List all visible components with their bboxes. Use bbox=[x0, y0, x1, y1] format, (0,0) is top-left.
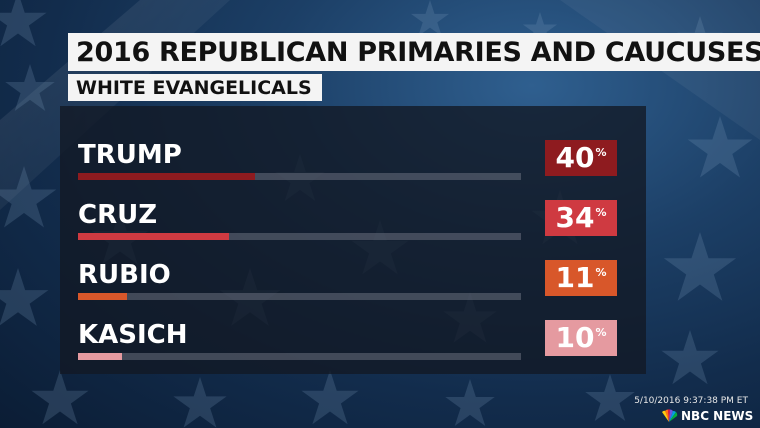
bar-track bbox=[78, 353, 521, 360]
percent-sign: % bbox=[595, 326, 607, 339]
nbc-news-logo: NBC NEWS bbox=[660, 409, 753, 423]
bar-track bbox=[78, 293, 521, 300]
bar-fill bbox=[78, 353, 123, 360]
bar-fill bbox=[78, 173, 256, 180]
value-badge: 11% bbox=[545, 260, 617, 296]
bar-row-cruz: CRUZ 34% bbox=[78, 200, 638, 250]
value-badge: 10% bbox=[545, 320, 617, 356]
value-label: 40 bbox=[555, 141, 595, 174]
category-label: TRUMP bbox=[78, 140, 182, 170]
nbc-peacock-icon bbox=[662, 409, 678, 422]
bar-row-trump: TRUMP 40% bbox=[78, 140, 638, 190]
value-badge: 34% bbox=[545, 200, 617, 236]
bar-fill bbox=[78, 233, 229, 240]
value-label: 11 bbox=[555, 261, 595, 294]
bar-track bbox=[78, 173, 521, 180]
bar-row-rubio: RUBIO 11% bbox=[78, 260, 638, 310]
bar-fill bbox=[78, 293, 127, 300]
nbc-news-label: NBC NEWS bbox=[681, 409, 754, 423]
bar-track bbox=[78, 233, 521, 240]
percent-sign: % bbox=[595, 146, 607, 159]
subtitle-banner: WHITE EVANGELICALS bbox=[68, 74, 322, 101]
category-label: CRUZ bbox=[78, 200, 158, 230]
value-label: 10 bbox=[555, 321, 595, 354]
percent-sign: % bbox=[595, 206, 607, 219]
category-label: RUBIO bbox=[78, 260, 171, 290]
category-label: KASICH bbox=[78, 320, 188, 350]
chart-subtitle: WHITE EVANGELICALS bbox=[76, 76, 312, 99]
title-banner: 2016 REPUBLICAN PRIMARIES AND CAUCUSES bbox=[68, 33, 760, 71]
value-label: 34 bbox=[555, 201, 595, 234]
bar-row-kasich: KASICH 10% bbox=[78, 320, 638, 370]
percent-sign: % bbox=[595, 266, 607, 279]
value-badge: 40% bbox=[545, 140, 617, 176]
timestamp: 5/10/2016 9:37:38 PM ET bbox=[634, 396, 748, 406]
chart-title: 2016 REPUBLICAN PRIMARIES AND CAUCUSES bbox=[76, 36, 760, 68]
